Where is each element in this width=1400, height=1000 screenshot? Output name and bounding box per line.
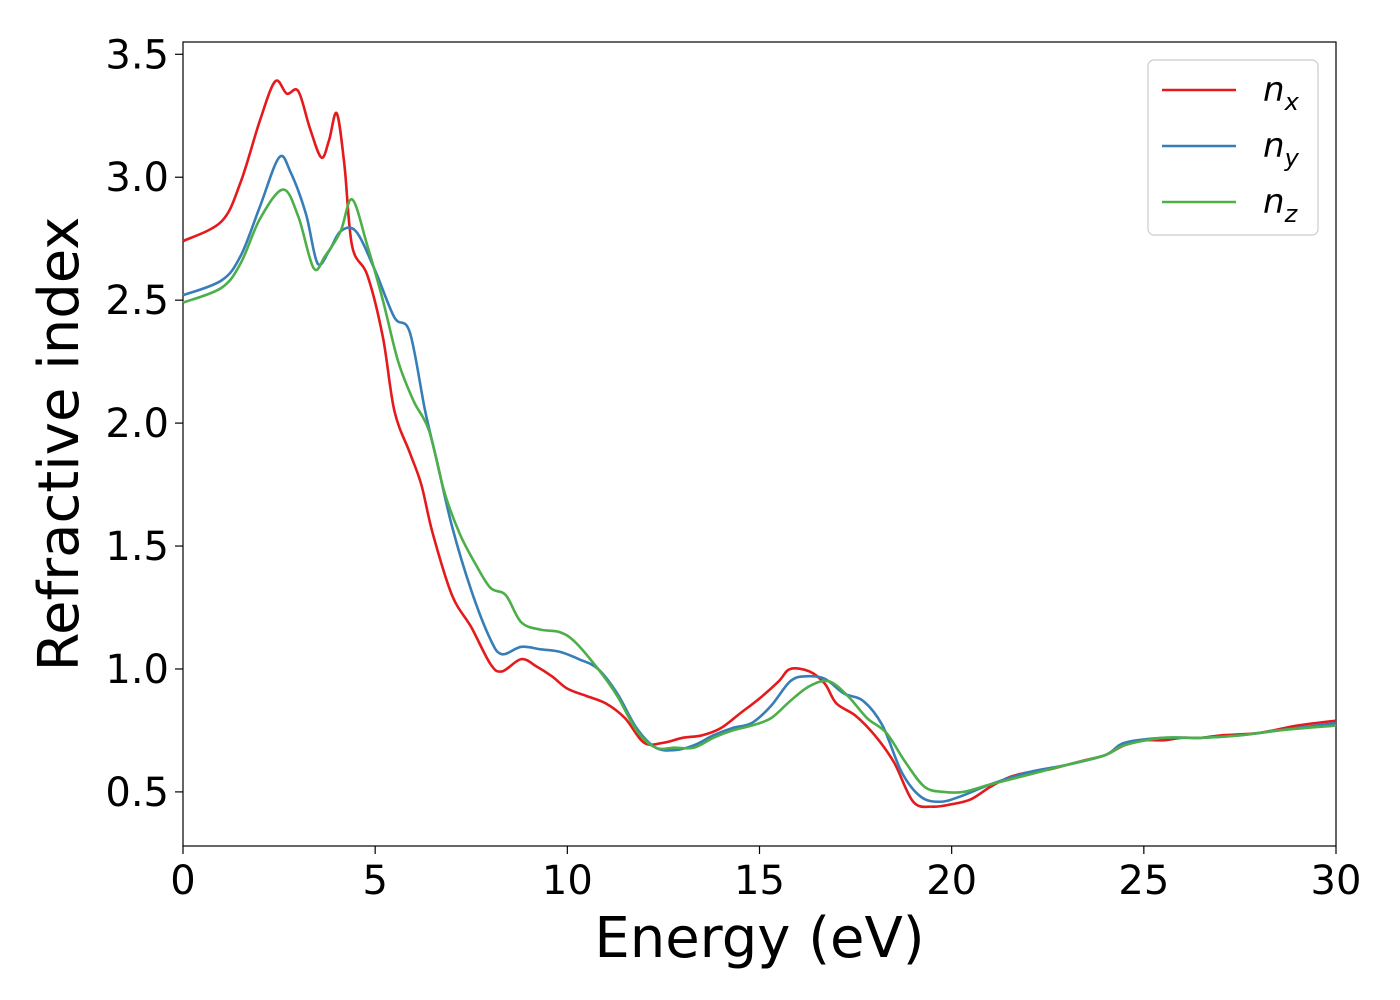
y-tick-label: 0.5 bbox=[105, 770, 169, 816]
y-tick-label: 2.5 bbox=[105, 278, 169, 324]
x-tick-label: 30 bbox=[1311, 858, 1362, 904]
y-tick-label: 3.0 bbox=[105, 155, 169, 201]
x-tick-label: 5 bbox=[362, 858, 387, 904]
legend-label-base: n bbox=[1263, 70, 1285, 110]
y-tick-label: 1.0 bbox=[105, 647, 169, 693]
legend-label-y: ny bbox=[1263, 126, 1300, 172]
y-axis-label: Refractive index bbox=[27, 217, 92, 672]
y-tick-label: 2.0 bbox=[105, 401, 169, 447]
axis-ticks: 0 5 10 15 20 25 30 0.5 1.0 1.5 2.0 2.5 3.0 3.5 bbox=[105, 32, 1361, 904]
y-tick-label: 3.5 bbox=[105, 32, 169, 78]
series-lines bbox=[182, 79, 1337, 809]
legend-label-x: nx bbox=[1263, 70, 1300, 116]
series-line-z bbox=[182, 188, 1337, 794]
legend-label-subscript: y bbox=[1284, 144, 1300, 172]
x-tick-label: 0 bbox=[170, 858, 195, 904]
legend-label-subscript: z bbox=[1284, 200, 1299, 228]
legend-label-z: nz bbox=[1263, 182, 1299, 228]
x-tick-label: 20 bbox=[926, 858, 977, 904]
legend-label-base: n bbox=[1263, 126, 1285, 166]
legend-label-subscript: x bbox=[1284, 88, 1300, 116]
y-tick-label: 1.5 bbox=[105, 524, 169, 570]
legend-box bbox=[1147, 59, 1319, 236]
x-tick-label: 15 bbox=[734, 858, 785, 904]
legend-label-base: n bbox=[1263, 182, 1285, 222]
series-line-y bbox=[182, 154, 1337, 804]
x-tick-label: 25 bbox=[1118, 858, 1169, 904]
x-axis-label: Energy (eV) bbox=[594, 906, 924, 971]
x-tick-label: 10 bbox=[542, 858, 593, 904]
